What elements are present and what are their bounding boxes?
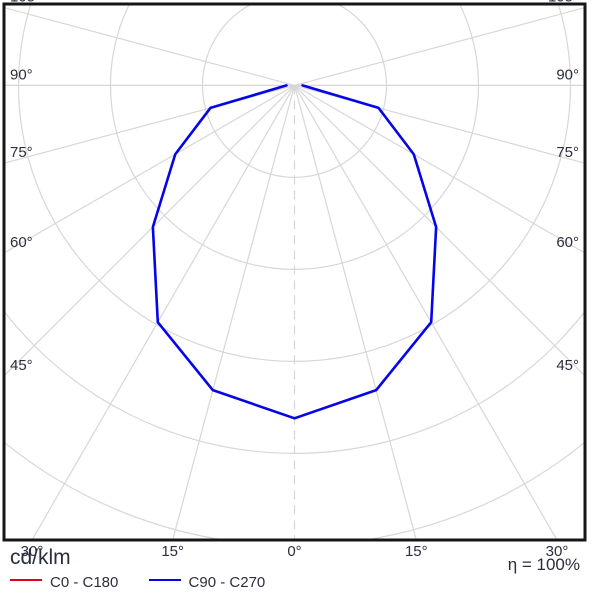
svg-text:75°: 75° <box>10 144 33 161</box>
svg-text:90°: 90° <box>10 66 33 83</box>
svg-text:105°: 105° <box>10 0 41 6</box>
svg-text:0°: 0° <box>287 543 301 560</box>
svg-text:60°: 60° <box>10 234 33 251</box>
svg-text:90°: 90° <box>556 66 579 83</box>
svg-text:75°: 75° <box>556 144 579 161</box>
svg-text:60°: 60° <box>556 234 579 251</box>
svg-text:15°: 15° <box>405 543 428 560</box>
svg-text:45°: 45° <box>10 357 33 374</box>
svg-text:105°: 105° <box>548 0 579 6</box>
svg-text:45°: 45° <box>556 357 579 374</box>
svg-text:15°: 15° <box>161 543 184 560</box>
